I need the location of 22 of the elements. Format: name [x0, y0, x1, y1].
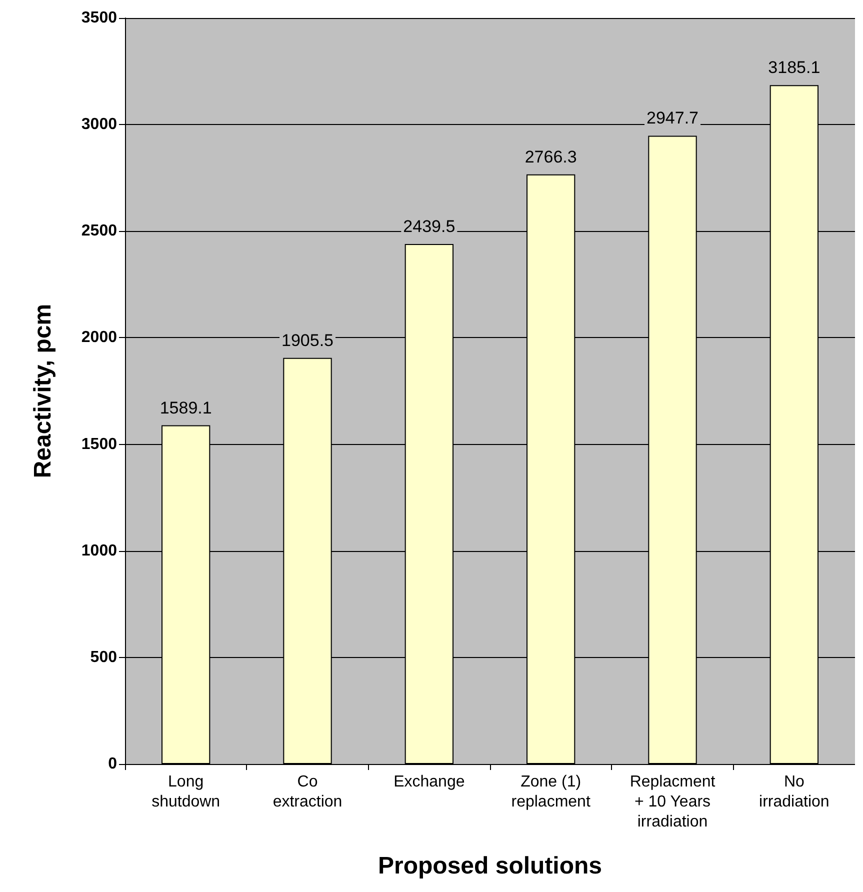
data-label: 3185.1: [768, 58, 820, 78]
data-label: 2947.7: [646, 108, 698, 128]
x-tick-label: Co extraction: [272, 774, 342, 810]
y-tick-label: 1500: [81, 436, 118, 453]
data-label: 2439.5: [403, 217, 456, 236]
y-tick-label: 2000: [81, 329, 118, 346]
y-tick-label: 2500: [81, 222, 118, 240]
y-axis-title: Reactivity, pcm: [30, 304, 56, 478]
y-tick-label: 1000: [81, 542, 118, 560]
y-tick-label: 3500: [81, 10, 118, 26]
x-tick-label: Long shutdown: [152, 774, 220, 810]
y-tick-label: 0: [108, 756, 118, 772]
x-tick-label: Replacment + 10 Years irradiation: [630, 774, 716, 830]
x-tick-label: Exchange: [394, 774, 465, 790]
y-tick-label: 3000: [81, 116, 118, 134]
y-tick-label: 500: [90, 648, 118, 666]
x-axis-title: Proposed solutions: [378, 852, 602, 880]
data-label: 1589.1: [160, 398, 212, 418]
x-tick-label: Zone (1) replacment: [511, 774, 591, 810]
data-label: 1905.5: [282, 330, 334, 350]
data-label: 2766.3: [524, 147, 577, 166]
x-tick-label: No irradiation: [759, 774, 830, 810]
